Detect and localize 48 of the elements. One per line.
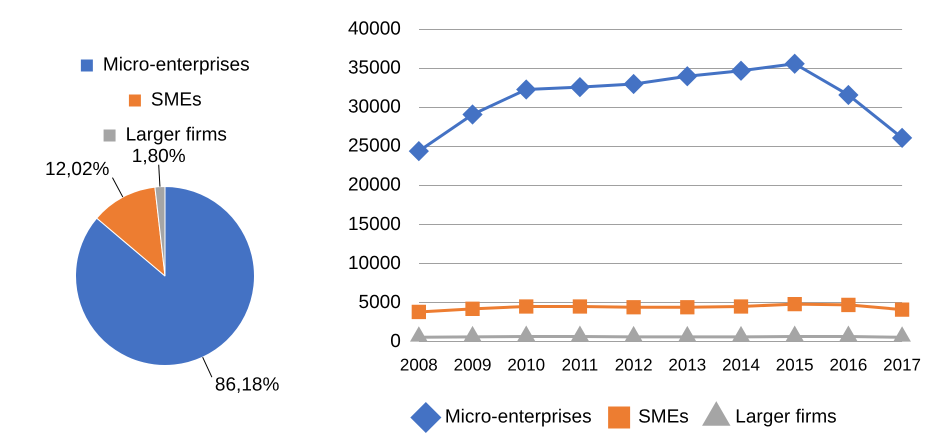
x-tick-label: 2011 — [562, 355, 598, 374]
y-tick-label: 5000 — [358, 292, 401, 313]
point — [678, 66, 697, 86]
data-label: 12,02% — [45, 158, 110, 180]
x-tick-label: 2009 — [454, 355, 492, 374]
point — [624, 74, 644, 94]
y-tick-label: 15000 — [348, 214, 401, 235]
y-tick-label: 0 — [390, 330, 401, 352]
point — [838, 85, 858, 104]
legend-label: SMEs — [638, 406, 689, 428]
point — [410, 328, 428, 342]
legend-label: Micro-enterprises — [444, 406, 592, 428]
point — [625, 327, 642, 342]
x-tick-label: 2010 — [507, 355, 546, 374]
point — [786, 327, 804, 342]
point — [894, 328, 911, 342]
y-tick-label: 25000 — [348, 136, 401, 157]
y-tick-label: 20000 — [348, 174, 401, 196]
x-tick-label: 2013 — [668, 355, 706, 374]
point — [516, 80, 536, 99]
x-tick-label: 2016 — [829, 355, 868, 374]
point — [678, 327, 696, 342]
data-label: 86,18% — [214, 374, 280, 396]
y-tick-label: 40000 — [348, 18, 401, 40]
point — [892, 128, 912, 148]
point — [409, 142, 428, 161]
legend-label: SMEs — [150, 90, 202, 111]
y-tick-label: 30000 — [348, 96, 401, 118]
point — [732, 61, 751, 80]
point — [785, 54, 804, 74]
y-tick-label: 10000 — [348, 252, 401, 274]
point — [570, 78, 590, 97]
x-tick-label: 2012 — [614, 355, 653, 374]
legend-label: Larger firms — [126, 124, 227, 146]
point — [464, 327, 481, 342]
data-label: 1,80% — [132, 146, 186, 167]
legend-label: Micro-enterprises — [102, 54, 250, 76]
point — [571, 327, 588, 342]
point — [463, 104, 482, 124]
legend-label: Larger firms — [735, 406, 837, 428]
x-tick-label: 2008 — [400, 355, 438, 374]
x-tick-label: 2015 — [776, 355, 814, 374]
x-tick-label: 2014 — [722, 355, 760, 374]
x-tick-label: 2017 — [883, 355, 922, 374]
point — [518, 327, 535, 342]
y-tick-label: 35000 — [348, 58, 401, 79]
point — [840, 327, 857, 342]
point — [732, 327, 750, 342]
